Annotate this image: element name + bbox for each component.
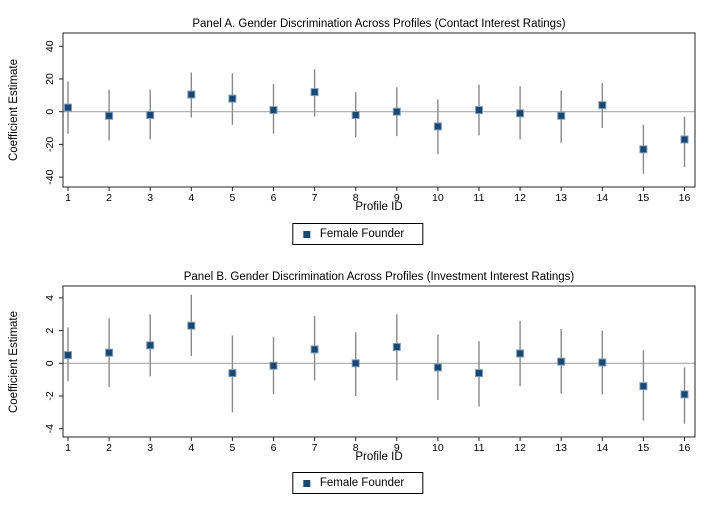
x-tick-label: 6 <box>271 442 277 454</box>
panel-b-x-axis-label: Profile ID <box>355 451 403 463</box>
y-tick-label: -40 <box>44 169 56 184</box>
x-tick-label: 7 <box>312 442 318 454</box>
y-tick-label: 0 <box>44 360 56 366</box>
x-tick-label: 4 <box>188 192 194 204</box>
x-tick-label: 3 <box>147 442 153 454</box>
x-tick-label: 13 <box>555 192 567 204</box>
x-tick-label: 14 <box>596 442 608 454</box>
point-estimate-marker <box>269 361 278 370</box>
point-estimate-marker <box>228 94 237 103</box>
x-tick-label: 8 <box>353 192 359 204</box>
x-tick-label: 2 <box>106 192 112 204</box>
point-estimate-marker <box>351 359 360 368</box>
point-estimate-marker <box>639 382 648 391</box>
point-estimate-marker <box>187 90 196 99</box>
x-tick-label: 12 <box>514 192 526 204</box>
point-estimate-marker <box>516 349 525 358</box>
panel-b: Panel B. Gender Discrimination Across Pr… <box>0 265 715 520</box>
legend-square-marker-icon <box>302 479 310 487</box>
panel-a-legend-label: Female Founder <box>319 228 405 240</box>
point-estimate-marker <box>64 351 72 360</box>
x-tick-label: 9 <box>394 192 400 204</box>
x-tick-label: 11 <box>474 442 485 454</box>
y-tick-label: -2 <box>44 391 56 400</box>
point-estimate-marker <box>680 390 689 399</box>
y-tick-label: 40 <box>44 40 56 52</box>
x-tick-label: 2 <box>106 442 112 454</box>
plot-area-border <box>62 32 696 188</box>
point-estimate-marker <box>392 107 401 116</box>
x-tick-label: 11 <box>474 192 485 204</box>
panel-b-legend-label: Female Founder <box>319 477 405 489</box>
y-tick-label: -20 <box>44 137 56 152</box>
x-tick-label: 16 <box>679 192 691 204</box>
y-tick-label: -4 <box>44 424 56 433</box>
point-estimate-marker <box>310 88 319 97</box>
panel-a-x-axis-label: Profile ID <box>355 201 403 213</box>
y-tick-label: 20 <box>44 73 56 85</box>
x-tick-label: 15 <box>638 192 650 204</box>
point-estimate-marker <box>187 321 196 330</box>
legend-square-marker-icon <box>302 230 310 238</box>
x-tick-label: 12 <box>514 442 526 454</box>
x-tick-label: 13 <box>555 442 567 454</box>
point-estimate-marker <box>598 358 607 367</box>
x-tick-label: 14 <box>596 192 608 204</box>
point-estimate-marker <box>557 357 566 366</box>
plot-area-border <box>62 285 696 438</box>
x-tick-label: 10 <box>432 442 444 454</box>
panel-b-plot: 420-2-41 2 3 4 5 6 7 8 9 10 11 12 13 14 15 16 <box>44 285 696 454</box>
x-tick-label: 5 <box>229 442 235 454</box>
x-tick-label: 8 <box>353 442 359 454</box>
point-estimate-marker <box>105 111 114 120</box>
x-tick-label: 7 <box>312 192 318 204</box>
point-estimate-marker <box>598 101 607 110</box>
point-estimate-marker <box>475 369 483 378</box>
panel-b-y-axis-label: Coefficient Estimate <box>8 310 20 414</box>
point-estimate-marker <box>64 103 72 112</box>
panel-a: Panel A. Gender Discrimination Across Pr… <box>0 0 715 250</box>
point-estimate-marker <box>105 348 114 357</box>
panel-a-y-axis-label: Coefficient Estimate <box>8 58 20 162</box>
point-estimate-marker <box>228 369 237 378</box>
y-tick-label: 0 <box>44 109 56 115</box>
point-estimate-marker <box>310 345 319 354</box>
x-tick-label: 9 <box>394 442 400 454</box>
point-estimate-marker <box>475 106 483 115</box>
x-tick-label: 15 <box>638 442 650 454</box>
x-tick-label: 16 <box>679 442 691 454</box>
point-estimate-marker <box>392 342 401 351</box>
x-tick-label: 3 <box>147 192 153 204</box>
point-estimate-marker <box>639 145 648 154</box>
panel-b-title: Panel B. Gender Discrimination Across Pr… <box>183 271 575 283</box>
x-tick-label: 6 <box>271 192 277 204</box>
point-estimate-marker <box>146 341 155 350</box>
x-tick-label: 5 <box>229 192 235 204</box>
panel-b-legend: Female Founder <box>291 472 424 494</box>
x-tick-label: 4 <box>188 442 194 454</box>
panel-a-title: Panel A. Gender Discrimination Across Pr… <box>192 18 566 30</box>
point-estimate-marker <box>557 111 566 120</box>
point-estimate-marker <box>351 110 360 119</box>
x-tick-label: 1 <box>65 192 71 204</box>
panel-a-legend: Female Founder <box>291 223 424 245</box>
point-estimate-marker <box>516 109 525 118</box>
x-tick-label: 1 <box>65 442 71 454</box>
point-estimate-marker <box>269 106 278 115</box>
point-estimate-marker <box>433 363 442 372</box>
y-tick-label: 2 <box>44 328 56 334</box>
point-estimate-marker <box>146 110 155 119</box>
y-tick-label: 4 <box>44 295 56 301</box>
x-tick-label: 10 <box>432 192 444 204</box>
point-estimate-marker <box>433 122 442 131</box>
point-estimate-marker <box>680 135 689 144</box>
